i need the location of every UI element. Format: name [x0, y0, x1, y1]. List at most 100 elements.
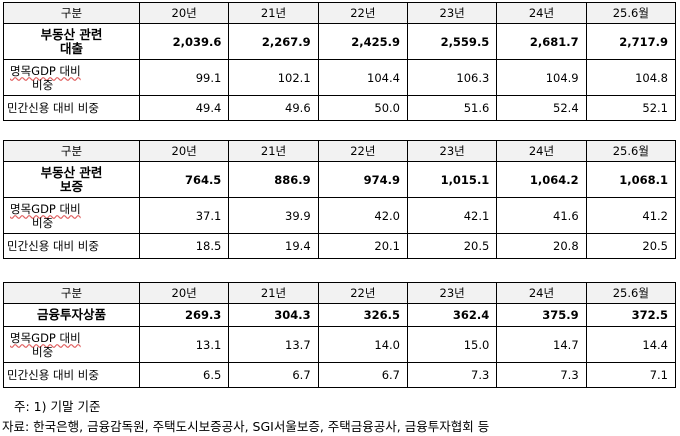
cell: 269.3 — [138, 303, 230, 327]
cell: 2,039.6 — [138, 23, 230, 60]
cell: 20.5 — [585, 233, 677, 259]
header-row: 구분 20년 21년 22년 23년 24년 25.6월 — [3, 2, 677, 24]
cell: 49.6 — [228, 95, 319, 121]
cell: 304.3 — [228, 303, 319, 327]
cell: 15.0 — [406, 326, 498, 363]
cell: 1,015.1 — [406, 161, 498, 198]
real-estate-loan-table: 구분 20년 21년 22년 23년 24년 25.6월 부동산 관련 대출 2,… — [3, 2, 677, 121]
row-label: 명목GDP 대비 비중 — [3, 197, 140, 234]
cell: 6.7 — [317, 362, 408, 388]
cell: 41.6 — [496, 197, 587, 234]
col-header: 20년 — [138, 282, 230, 304]
main-row: 금융투자상품 269.3 304.3 326.5 362.4 375.9 372… — [3, 303, 677, 327]
col-header: 25.6월 — [585, 140, 677, 162]
cell: 7.1 — [585, 362, 677, 388]
main-row: 부동산 관련 대출 2,039.6 2,267.9 2,425.9 2,559.5… — [3, 23, 677, 60]
cell: 974.9 — [317, 161, 408, 198]
cell: 106.3 — [406, 59, 498, 96]
gdp-ratio-row: 명목GDP 대비 비중 99.1 102.1 104.4 106.3 104.9 … — [3, 59, 677, 96]
row-label: 명목GDP 대비 비중 — [3, 326, 140, 363]
corner-label: 구분 — [3, 282, 140, 304]
cell: 52.1 — [585, 95, 677, 121]
col-header: 20년 — [138, 2, 230, 24]
header-row: 구분 20년 21년 22년 23년 24년 25.6월 — [3, 140, 677, 162]
cell: 372.5 — [585, 303, 677, 327]
cell: 104.4 — [317, 59, 408, 96]
cell: 50.0 — [317, 95, 408, 121]
cell: 18.5 — [138, 233, 230, 259]
cell: 102.1 — [228, 59, 319, 96]
col-header: 23년 — [406, 2, 498, 24]
cell: 14.7 — [496, 326, 587, 363]
col-header: 22년 — [317, 2, 408, 24]
cell: 2,425.9 — [317, 23, 408, 60]
cell: 362.4 — [406, 303, 498, 327]
private-credit-ratio-row: 민간신용 대비 비중 18.5 19.4 20.1 20.5 20.8 20.5 — [3, 233, 677, 259]
cell: 2,717.9 — [585, 23, 677, 60]
cell: 37.1 — [138, 197, 230, 234]
cell: 104.9 — [496, 59, 587, 96]
real-estate-guarantee-table: 구분 20년 21년 22년 23년 24년 25.6월 부동산 관련 보증 76… — [3, 140, 677, 259]
cell: 764.5 — [138, 161, 230, 198]
cell: 20.5 — [406, 233, 498, 259]
row-label: 민간신용 대비 비중 — [3, 95, 140, 121]
col-header: 22년 — [317, 282, 408, 304]
cell: 326.5 — [317, 303, 408, 327]
col-header: 20년 — [138, 140, 230, 162]
cell: 7.3 — [496, 362, 587, 388]
cell: 39.9 — [228, 197, 319, 234]
cell: 6.7 — [228, 362, 319, 388]
corner-label: 구분 — [3, 140, 140, 162]
col-header: 25.6월 — [585, 2, 677, 24]
cell: 6.5 — [138, 362, 230, 388]
cell: 42.0 — [317, 197, 408, 234]
col-header: 21년 — [228, 282, 319, 304]
row-label: 민간신용 대비 비중 — [3, 362, 140, 388]
cell: 20.8 — [496, 233, 587, 259]
cell: 41.2 — [585, 197, 677, 234]
footnote: 주: 1) 기말 기준 — [14, 399, 101, 414]
header-row: 구분 20년 21년 22년 23년 24년 25.6월 — [3, 282, 677, 304]
private-credit-ratio-row: 민간신용 대비 비중 6.5 6.7 6.7 7.3 7.3 7.1 — [3, 362, 677, 388]
row-label: 명목GDP 대비 비중 — [3, 59, 140, 96]
cell: 51.6 — [406, 95, 498, 121]
cell: 2,267.9 — [228, 23, 319, 60]
col-header: 23년 — [406, 282, 498, 304]
row-label: 금융투자상품 — [3, 303, 140, 327]
cell: 14.0 — [317, 326, 408, 363]
row-label: 민간신용 대비 비중 — [3, 233, 140, 259]
col-header: 24년 — [496, 2, 587, 24]
cell: 1,064.2 — [496, 161, 587, 198]
col-header: 24년 — [496, 282, 587, 304]
cell: 19.4 — [228, 233, 319, 259]
cell: 2,681.7 — [496, 23, 587, 60]
row-label: 부동산 관련 보증 — [3, 161, 140, 198]
source-note: 자료: 한국은행, 금융감독원, 주택도시보증공사, SGI서울보증, 주택금융… — [2, 419, 490, 434]
cell: 7.3 — [406, 362, 498, 388]
cell: 1,068.1 — [585, 161, 677, 198]
cell: 99.1 — [138, 59, 230, 96]
col-header: 21년 — [228, 140, 319, 162]
corner-label: 구분 — [3, 2, 140, 24]
col-header: 25.6월 — [585, 282, 677, 304]
cell: 42.1 — [406, 197, 498, 234]
col-header: 21년 — [228, 2, 319, 24]
private-credit-ratio-row: 민간신용 대비 비중 49.4 49.6 50.0 51.6 52.4 52.1 — [3, 95, 677, 121]
cell: 14.4 — [585, 326, 677, 363]
col-header: 24년 — [496, 140, 587, 162]
cell: 20.1 — [317, 233, 408, 259]
cell: 13.7 — [228, 326, 319, 363]
main-row: 부동산 관련 보증 764.5 886.9 974.9 1,015.1 1,064… — [3, 161, 677, 198]
cell: 52.4 — [496, 95, 587, 121]
col-header: 22년 — [317, 140, 408, 162]
gdp-ratio-row: 명목GDP 대비 비중 37.1 39.9 42.0 42.1 41.6 41.2 — [3, 197, 677, 234]
cell: 886.9 — [228, 161, 319, 198]
col-header: 23년 — [406, 140, 498, 162]
cell: 104.8 — [585, 59, 677, 96]
cell: 2,559.5 — [406, 23, 498, 60]
cell: 49.4 — [138, 95, 230, 121]
cell: 375.9 — [496, 303, 587, 327]
financial-investment-table: 구분 20년 21년 22년 23년 24년 25.6월 금융투자상품 269.… — [3, 282, 677, 388]
row-label: 부동산 관련 대출 — [3, 23, 140, 60]
gdp-ratio-row: 명목GDP 대비 비중 13.1 13.7 14.0 15.0 14.7 14.4 — [3, 326, 677, 363]
